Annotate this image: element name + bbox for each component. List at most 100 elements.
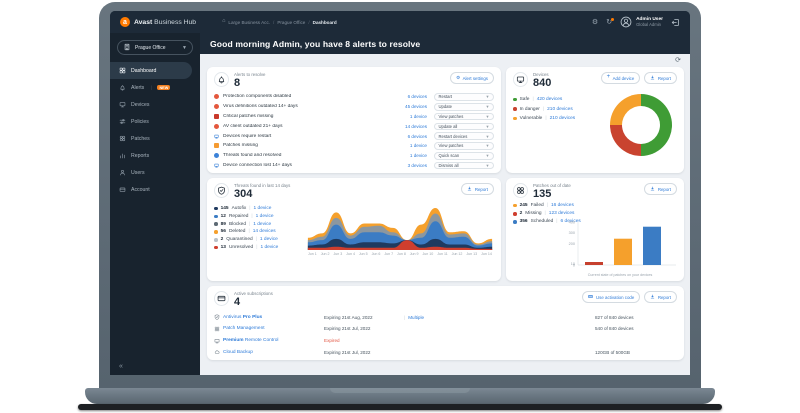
alert-action-dropdown[interactable]: Restart ▼ xyxy=(434,93,494,101)
threats-area-chart: Jun 1 Jun 2 Jun 3 Jun 4 Jun 5 Jun 6 Jun 7 Jun 8… xyxy=(306,203,494,256)
sidebar-item-dashboard[interactable]: Dashboard xyxy=(110,62,192,79)
alert-devices-link[interactable]: 14 devices xyxy=(405,123,427,129)
alert-action-dropdown[interactable]: View patches ▼ xyxy=(434,112,494,121)
add-device-button[interactable]: + Add device xyxy=(600,72,641,84)
legend-devices-link[interactable]: 16 devices xyxy=(550,203,574,209)
sidebar-item-reports[interactable]: Reports xyxy=(110,147,192,164)
alert-row: AV client outdated 21+ days 14 devices Upd… xyxy=(214,121,494,131)
sidebar-nav: Dashboard Alerts | NEW Devices Policies Patche… xyxy=(110,62,200,198)
chevron-down-icon: ▼ xyxy=(485,143,490,149)
alert-devices-link[interactable]: 45 devices xyxy=(405,104,427,110)
threats-card-label: Threats found in last 14 days xyxy=(234,183,291,188)
legend-devices-link[interactable]: 123 devices xyxy=(548,211,575,217)
user-role: Global Admin xyxy=(636,22,661,28)
app-window: a Avast Business Hub ⌂ Large Business Ac… xyxy=(110,11,690,375)
home-icon[interactable]: ⌂ xyxy=(222,18,226,25)
laptop-shadow xyxy=(78,404,722,410)
alert-row: Threats found and resolved 1 device Quick … xyxy=(214,151,494,161)
chevron-down-icon: ▼ xyxy=(485,153,490,159)
threats-legend-item: 89 Blocked | 1 device xyxy=(214,222,306,227)
x-axis-label: Jun 10 xyxy=(422,252,434,257)
legend-dot xyxy=(214,245,218,250)
chevron-down-icon: ▼ xyxy=(485,133,490,139)
legend-dot xyxy=(513,107,517,111)
sidebar-item-label: Dashboard xyxy=(131,67,157,74)
legend-devices-link[interactable]: 210 devices xyxy=(549,116,576,122)
alert-row: Device connection lost 14+ days 3 devices… xyxy=(214,161,494,171)
subscription-name-link[interactable]: Premium Remote Control xyxy=(214,338,324,344)
alert-devices-link[interactable]: 1 device xyxy=(409,153,427,159)
alert-devices-link[interactable]: 1 device xyxy=(409,114,427,120)
use-activation-code-button[interactable]: Use activation code xyxy=(582,291,641,303)
sidebar-item-label: Alerts xyxy=(131,84,145,91)
legend-devices-link[interactable]: 1 device xyxy=(259,237,278,243)
threats-legend-item: 145 Autofix | 1 device xyxy=(214,206,306,211)
report-icon xyxy=(119,152,126,159)
alert-label: Threats found and resolved xyxy=(223,153,282,159)
legend-devices-link[interactable]: 1 device xyxy=(253,221,272,227)
breadcrumb-item[interactable]: Prague Office xyxy=(277,19,306,25)
alert-devices-link[interactable]: 6 devices xyxy=(407,94,427,100)
chevron-down-icon: ▼ xyxy=(485,94,490,100)
x-axis-label: Jun 2 xyxy=(320,252,330,257)
alert-action-dropdown[interactable]: Restart devices ▼ xyxy=(434,132,494,140)
legend-devices-link[interactable]: 1 device xyxy=(260,245,279,251)
logout-icon[interactable] xyxy=(671,18,680,27)
alert-devices-link[interactable]: 1 device xyxy=(409,143,427,149)
download-icon xyxy=(650,75,655,81)
legend-devices-link[interactable]: 14 devices xyxy=(252,229,276,235)
legend-dot xyxy=(214,230,218,234)
sidebar-item-policies[interactable]: Policies xyxy=(110,113,192,130)
legend-devices-link[interactable]: 6 devices xyxy=(560,219,581,225)
alert-devices-link[interactable]: 3 devices xyxy=(407,163,427,169)
alert-action-dropdown[interactable]: Quick scan ▼ xyxy=(434,151,494,160)
threats-report-button[interactable]: Report xyxy=(461,183,494,195)
alert-devices-link[interactable]: 6 devices xyxy=(407,133,427,139)
subscriptions-report-button[interactable]: Report xyxy=(644,291,677,303)
brand-text: Avast Business Hub xyxy=(134,18,197,26)
alert-status-icon xyxy=(214,153,219,159)
alert-action-dropdown[interactable]: Dismiss all ▼ xyxy=(434,161,494,170)
sidebar-item-label: Account xyxy=(131,186,150,193)
patches-card: Patches out of date 135 Report xyxy=(506,178,684,281)
legend-devices-link[interactable]: 1 device xyxy=(255,213,274,219)
x-axis-label: Jun 7 xyxy=(384,252,394,257)
legend-devices-link[interactable]: 1 device xyxy=(253,206,272,212)
chevron-down-icon: ▼ xyxy=(485,104,490,110)
subscription-tag[interactable]: | Multiple xyxy=(404,314,425,320)
subscription-expiry: Expiring 21st Jul, 2022 xyxy=(324,326,371,332)
legend-dot xyxy=(513,116,517,121)
gear-icon[interactable]: ⚙ xyxy=(591,18,599,26)
subscription-name-link[interactable]: Cloud Backup xyxy=(214,349,324,355)
sidebar-item-users[interactable]: Users xyxy=(110,164,192,181)
subscription-name-link[interactable]: Antivirus Pro Plus xyxy=(214,314,324,320)
org-selector[interactable]: Prague Office ▼ xyxy=(117,40,193,55)
subscription-name-link[interactable]: Patch Management xyxy=(214,326,324,332)
legend-devices-link[interactable]: 420 devices xyxy=(536,97,563,103)
legend-devices-link[interactable]: 210 devices xyxy=(547,106,573,112)
sidebar-item-account[interactable]: Account xyxy=(110,181,192,198)
refresh-icon[interactable]: ⟳ xyxy=(675,57,681,64)
patches-report-button[interactable]: Report xyxy=(644,183,677,195)
sidebar-collapse-icon[interactable]: « xyxy=(119,363,123,370)
sidebar-item-label: Reports xyxy=(131,152,150,159)
avast-logo[interactable]: a Avast Business Hub xyxy=(120,17,196,27)
user-menu[interactable]: Admin User Global Admin xyxy=(620,16,663,28)
devices-report-button[interactable]: Report xyxy=(644,72,677,84)
threats-count: 304 xyxy=(234,188,253,200)
alert-label: Patches missing xyxy=(223,143,258,149)
bell-icon xyxy=(119,84,126,91)
patches-bar-chart: 400 300 200 10 0 Current state of patches on… xyxy=(562,220,678,277)
alert-action-dropdown[interactable]: Update all ▼ xyxy=(434,122,494,131)
legend-dot xyxy=(214,214,218,219)
breadcrumb-item[interactable]: Large Business Acc. xyxy=(228,19,271,25)
notifications-icon[interactable]: ↻ xyxy=(606,17,615,26)
sidebar-item-devices[interactable]: Devices xyxy=(110,96,192,113)
sidebar-item-alerts[interactable]: Alerts | NEW xyxy=(110,79,192,96)
building-icon xyxy=(123,43,131,53)
sidebar-item-patches[interactable]: Patches xyxy=(110,130,192,147)
alert-action-dropdown[interactable]: View patches ▼ xyxy=(434,142,494,150)
alert-settings-button[interactable]: ⚙ Alert settings xyxy=(450,72,494,84)
alert-action-dropdown[interactable]: Update ▼ xyxy=(434,102,494,111)
